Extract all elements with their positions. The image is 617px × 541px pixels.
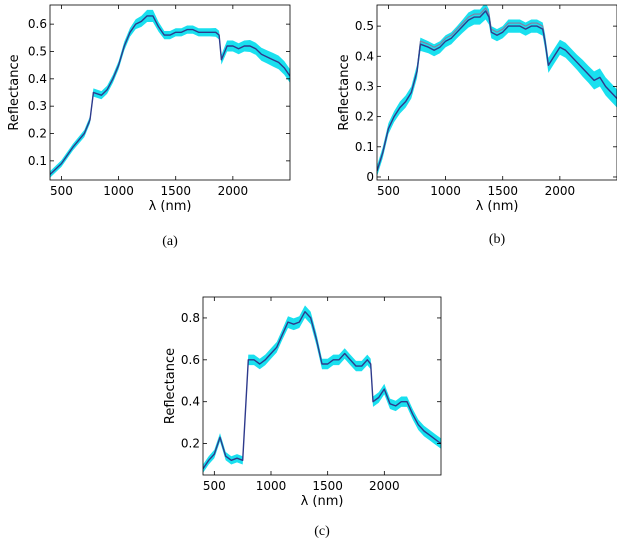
x-tick-label: 500 [50, 184, 73, 198]
y-tick-label: 0.6 [28, 17, 47, 31]
plot-area [50, 9, 290, 178]
x-tick-label: 2000 [545, 184, 576, 198]
y-axis-label: Reflectance [337, 54, 352, 130]
y-tick-label: 0.2 [355, 110, 374, 124]
series-line-0 [50, 15, 290, 176]
x-tick-label: 500 [203, 479, 226, 493]
x-tick-label: 2000 [369, 479, 400, 493]
y-axis-label: Reflectance [163, 348, 178, 424]
panel-c: 500 1000 1500 2000 0.2 0.4 0.6 0.8 λ (nm) Reflect… [163, 296, 442, 539]
x-tick-label: 1500 [487, 184, 518, 198]
x-tick-label: 2000 [218, 184, 249, 198]
axes-frame [202, 296, 442, 476]
y-tick-label: 0.2 [181, 437, 200, 451]
uncertainty-band-0 [377, 5, 617, 177]
uncertainty-band-0 [203, 305, 441, 473]
series-line-0 [377, 10, 617, 172]
x-tick-label: 1000 [430, 184, 461, 198]
y-tick-label: 0.3 [355, 79, 374, 93]
x-tick-label: 1000 [103, 184, 134, 198]
y-tick-label: 0 [366, 170, 374, 184]
x-tick-label: 1000 [256, 479, 287, 493]
panel-caption: (b) [489, 232, 506, 247]
y-tick-label: 0.3 [28, 99, 47, 113]
plot-area [377, 5, 617, 177]
y-tick-label: 0.5 [355, 19, 374, 33]
y-tick-label: 0.6 [181, 353, 200, 367]
y-tick-label: 0.8 [181, 311, 200, 325]
panel-caption: (a) [162, 234, 178, 249]
y-tick-label: 0.1 [28, 154, 47, 168]
y-tick-label: 0.1 [355, 140, 374, 154]
axes-frame [376, 4, 617, 181]
x-tick-label: 500 [377, 184, 400, 198]
y-tick-label: 0.4 [181, 395, 200, 409]
axes-frame [49, 4, 291, 181]
x-axis-label: λ (nm) [301, 494, 344, 509]
panel-b: 500 1000 1500 2000 0 0.1 0.2 0.3 0.4 0.5 λ (nm) Ref… [337, 4, 617, 247]
x-tick-label: 1500 [160, 184, 191, 198]
x-axis-label: λ (nm) [149, 199, 192, 214]
panel-caption: (c) [314, 524, 330, 539]
y-tick-label: 0.5 [28, 44, 47, 58]
y-tick-label: 0.4 [28, 72, 47, 86]
y-tick-label: 0.4 [355, 49, 374, 63]
y-tick-label: 0.2 [28, 127, 47, 141]
plot-area [203, 305, 441, 473]
series-line-0 [203, 311, 441, 470]
x-tick-label: 1500 [312, 479, 343, 493]
x-axis-label: λ (nm) [476, 199, 519, 214]
panel-a: 500 1000 1500 2000 0.1 0.2 0.3 0.4 0.5 0.6 λ (nm) R… [7, 4, 291, 249]
y-axis-label: Reflectance [7, 54, 22, 130]
